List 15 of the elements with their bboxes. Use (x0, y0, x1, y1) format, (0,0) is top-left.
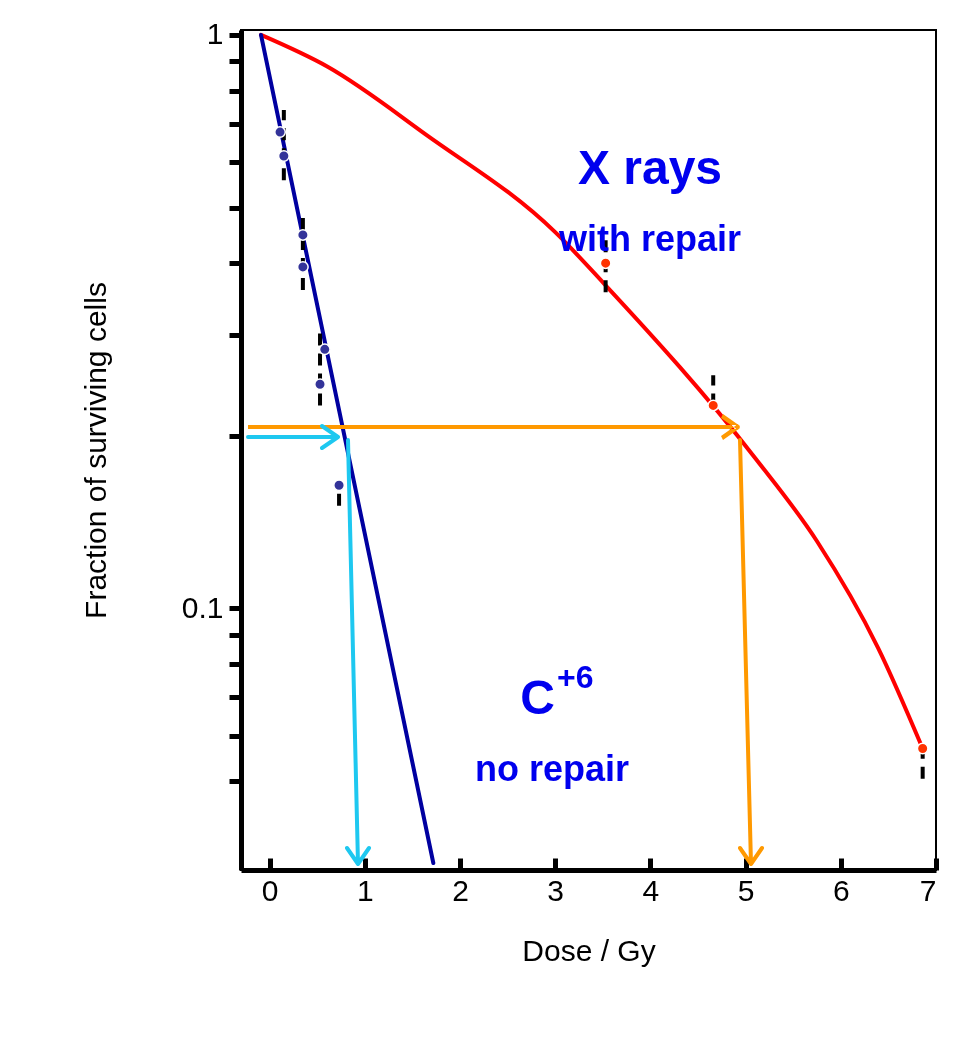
y-axis-title: Fraction of surviving cells (78, 282, 112, 619)
x-tick-label: 7 (919, 873, 937, 907)
x-axis-title: Dose / Gy (522, 933, 656, 967)
annotation: with repair (557, 218, 742, 259)
x-tick-label: 3 (547, 873, 565, 907)
annotation: no repair (474, 748, 630, 789)
x-tick-label: 1 (356, 873, 374, 907)
x-tick-label: 6 (832, 873, 850, 907)
x-tick-label: 2 (452, 873, 469, 907)
y-tick-label: 0.1 (181, 590, 224, 624)
x-tick-label: 5 (737, 873, 755, 907)
x-tick-label: 0 (261, 873, 279, 907)
x-tick-label: 4 (642, 873, 660, 907)
point (274, 126, 287, 139)
series-label: X rays (577, 141, 723, 194)
